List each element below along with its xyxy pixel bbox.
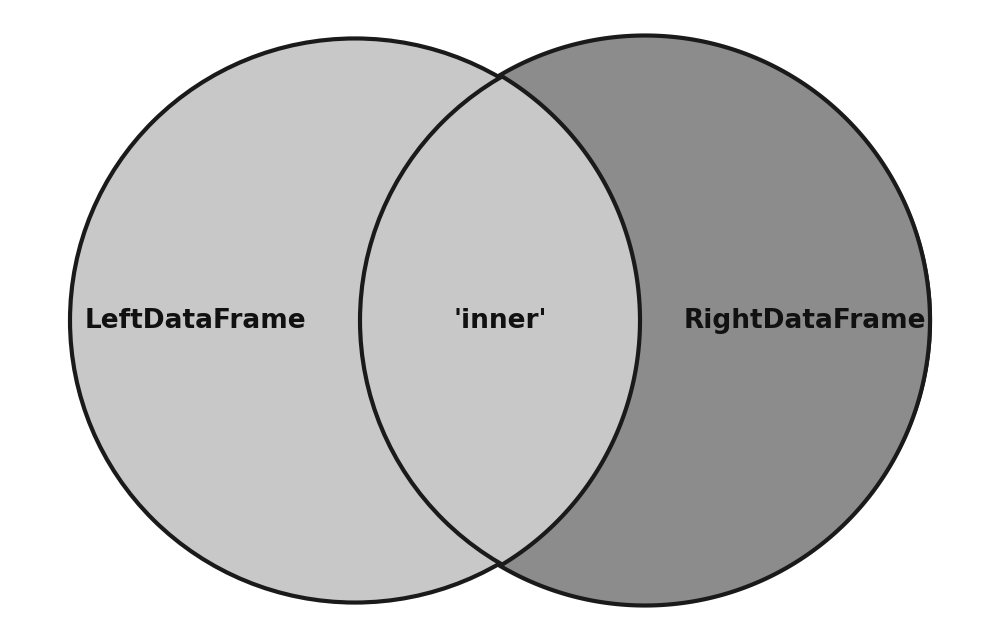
Text: RightDataFrame: RightDataFrame [684,308,926,333]
Text: 'inner': 'inner' [453,308,547,333]
Text: LeftDataFrame: LeftDataFrame [84,308,306,333]
Ellipse shape [360,38,930,603]
Ellipse shape [70,38,640,603]
Polygon shape [500,35,930,606]
